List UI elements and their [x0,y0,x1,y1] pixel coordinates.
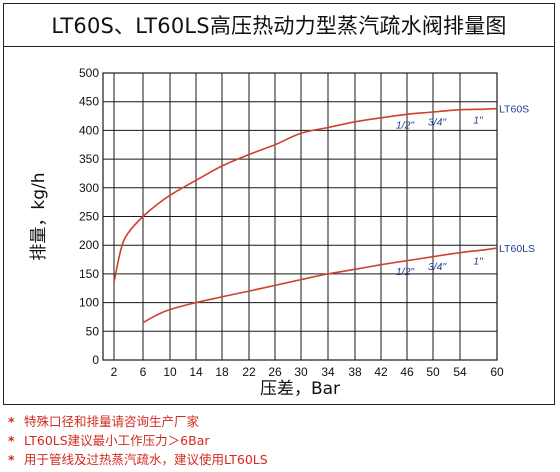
x-tick-label: 38 [348,365,362,379]
series-label: LT60LS [499,243,535,255]
x-tick-label: 30 [294,365,308,379]
size-annotation: 3/4" [428,117,448,129]
note-item: * 用于管线及过热蒸汽疏水，建议使用LT60LS [8,450,548,469]
x-tick-label: 26 [268,365,282,379]
x-tick-label: 10 [163,365,177,379]
y-tick-label: 150 [79,267,99,281]
y-tick-label: 200 [79,238,99,252]
x-tick-label: 18 [215,365,229,379]
x-tick-label: 54 [453,365,467,379]
note-text: 特殊口径和排量请咨询生产厂家 [24,414,200,429]
y-tick-label: 50 [86,324,100,338]
plot-border [102,72,498,361]
x-tick-label: 50 [426,365,440,379]
chart-frame: LT60S、LT60LS高压热动力型蒸汽疏水阀排量图 [3,3,555,405]
note-text: 用于管线及过热蒸汽疏水，建议使用LT60LS [24,452,268,467]
y-tick-label: 250 [79,210,99,224]
chart-title: LT60S、LT60LS高压热动力型蒸汽疏水阀排量图 [51,14,507,38]
x-tick-label: 60 [490,365,504,379]
note-star-icon: * [8,452,15,467]
note-star-icon: * [8,433,15,448]
note-star-icon: * [8,414,15,429]
size-annotation: 1/2" [396,266,416,278]
size-annotation: 1/2" [396,120,416,132]
y-tick-label: 0 [92,353,99,367]
y-tick-label: 450 [79,95,99,109]
title-bar: LT60S、LT60LS高压热动力型蒸汽疏水阀排量图 [4,4,554,47]
x-tick-label: 14 [189,365,203,379]
y-tick-label: 500 [79,66,99,80]
note-item: * LT60LS建议最小工作压力＞6Bar [8,431,548,450]
size-annotation: 3/4" [428,261,448,273]
size-annotation: 1" [473,114,484,126]
size-annotation: 1" [473,256,484,268]
notes-list: * 特殊口径和排量请咨询生产厂家 * LT60LS建议最小工作压力＞6Bar * 用于… [8,412,548,469]
x-tick-label: 6 [140,365,147,379]
x-tick-label: 22 [242,365,256,379]
note-text: LT60LS建议最小工作压力＞6Bar [24,433,210,448]
y-tick-label: 300 [79,181,99,195]
y-tick-label: 400 [79,123,99,137]
series-line-lt60s [113,107,498,283]
series-line-lt60ls [142,247,498,324]
y-tick-label: 350 [79,152,99,166]
x-tick-label: 46 [400,365,414,379]
note-item: * 特殊口径和排量请咨询生产厂家 [8,412,548,431]
y-axis-label: 排量，kg/h [29,172,49,260]
x-tick-label: 2 [111,365,118,379]
series-label: LT60S [499,104,529,116]
x-tick-label: 42 [374,365,388,379]
x-tick-label: 34 [321,365,335,379]
y-tick-label: 100 [79,296,99,310]
x-axis-label: 压差，Bar [260,379,340,399]
